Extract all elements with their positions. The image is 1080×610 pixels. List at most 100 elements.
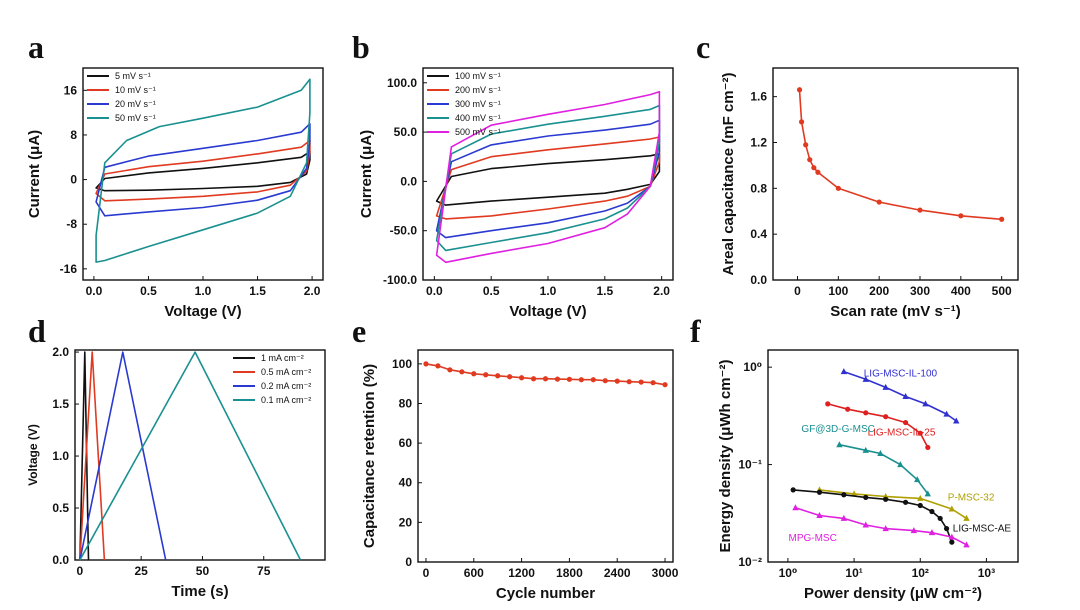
data-point <box>815 169 821 175</box>
data-point <box>626 379 632 385</box>
series-annotation: MPG-MSC <box>788 533 836 544</box>
data-point <box>928 529 936 536</box>
y-tick-label: 0.0 <box>52 553 69 567</box>
series-annotation: LIG-MSC-IL-25 <box>868 428 936 439</box>
y-tick-label: 50.0 <box>394 125 418 139</box>
panel-label-e: e <box>352 313 366 349</box>
y-axis-label: Areal capacitance (mF cm⁻²) <box>720 73 737 276</box>
data-point <box>963 541 970 548</box>
data-point <box>948 533 956 540</box>
data-point <box>850 490 858 497</box>
data-point <box>835 185 841 191</box>
data-point <box>862 521 869 528</box>
series-line-d-1 <box>79 351 106 561</box>
data-point <box>447 367 453 373</box>
x-tick-label: 0.5 <box>140 284 157 298</box>
data-point <box>876 199 882 205</box>
x-tick-label: 10¹ <box>845 566 862 580</box>
panel-c: c 0 100 200 300 400 500 0.0 0.4 0.8 1.2 1.6 Scan rat… <box>696 29 1019 320</box>
data-point <box>863 410 869 416</box>
data-point <box>518 375 525 381</box>
legend-entry: 400 mV s⁻¹ <box>455 113 501 123</box>
y-tick-label: -8 <box>66 217 77 231</box>
y-tick-label: 0.0 <box>750 273 767 287</box>
x-axis-label: Voltage (V) <box>509 303 586 320</box>
x-tick-label: 1.0 <box>195 284 212 298</box>
legend-entry: 0.1 mA cm⁻² <box>261 395 311 405</box>
data-point <box>925 444 931 451</box>
legend-entry: 300 mV s⁻¹ <box>455 99 501 109</box>
legend-entry: 1 mA cm⁻² <box>261 353 304 363</box>
x-tick-label: 0 <box>794 284 801 298</box>
data-point <box>816 489 823 495</box>
series-line-a-1 <box>95 139 311 202</box>
data-point <box>803 142 809 148</box>
data-point <box>958 213 964 219</box>
legend-entry: 20 mV s⁻¹ <box>115 99 156 109</box>
y-tick-label: 100 <box>392 357 412 371</box>
y-axis-label: Voltage (V) <box>26 424 40 486</box>
series-line-f-2 <box>839 443 929 495</box>
data-point <box>790 487 796 493</box>
x-axis-label: Voltage (V) <box>164 303 241 320</box>
x-tick-label: 500 <box>992 284 1012 298</box>
data-point <box>924 490 931 497</box>
y-tick-label: 20 <box>399 515 413 529</box>
y-tick-label: 0.8 <box>750 181 767 195</box>
series-line-b-1 <box>435 136 661 220</box>
data-point <box>883 414 889 420</box>
panel-b: b 0.0 0.5 1.0 1.5 2.0 -100.0 -50.0 0.0 50.0 100.0 V… <box>352 29 674 320</box>
data-point <box>883 496 889 502</box>
data-point <box>902 499 909 505</box>
series-annotation: LIG-MSC-IL-100 <box>864 369 938 380</box>
data-point <box>963 514 970 521</box>
data-point <box>841 492 847 498</box>
x-tick-label: 0.5 <box>483 284 500 298</box>
x-tick-label: 50 <box>196 564 210 578</box>
x-tick-label: 100 <box>828 284 848 298</box>
panel-label-b: b <box>352 29 370 65</box>
x-axis-label: Power density (μW cm⁻²) <box>804 585 982 602</box>
data-point <box>530 376 537 382</box>
y-tick-label: 40 <box>399 476 413 490</box>
panel-label-a: a <box>28 29 44 65</box>
series-line-b-3 <box>435 104 661 252</box>
x-axis-label: Time (s) <box>171 583 228 600</box>
plot-frame-d <box>74 349 326 561</box>
data-point <box>566 376 573 382</box>
series-annotation: LIG-MSC-AE <box>953 524 1012 535</box>
x-tick-label: 1200 <box>508 566 535 580</box>
y-tick-label: 80 <box>399 396 413 410</box>
y-tick-label: 0.4 <box>750 227 767 241</box>
data-point <box>578 377 584 383</box>
series-line-a-0 <box>95 150 311 192</box>
data-point <box>816 512 823 519</box>
data-point <box>917 502 923 509</box>
y-tick-label: 0.5 <box>52 501 69 515</box>
data-point <box>929 508 935 515</box>
legend-entry: 200 mV s⁻¹ <box>455 85 501 95</box>
y-axis-label: Capacitance retention (%) <box>361 364 378 548</box>
data-point <box>914 476 921 483</box>
panel-a: a 0.0 0.5 1.0 1.5 2.0 -16 -8 0 8 16 Voltage (V) Curr… <box>26 29 324 320</box>
series-annotation: P-MSC-32 <box>948 492 995 503</box>
x-tick-label: 3000 <box>652 566 679 580</box>
series-line-b-2 <box>435 119 661 239</box>
legend-entry: 10 mV s⁻¹ <box>115 85 156 95</box>
data-point <box>943 526 950 532</box>
x-tick-label: 400 <box>951 284 971 298</box>
x-tick-label: 75 <box>257 564 271 578</box>
data-point <box>999 216 1005 222</box>
y-tick-label: 10⁰ <box>743 360 762 374</box>
panel-e: e 0 600 1200 1800 2400 3000 0 20 40 60 80 100 Cycle n… <box>352 313 679 602</box>
y-tick-label: 8 <box>70 128 77 142</box>
series-line-d-0 <box>79 351 90 561</box>
y-tick-label: 1.5 <box>52 397 69 411</box>
data-point <box>917 494 924 501</box>
legend-entry: 50 mV s⁻¹ <box>115 113 156 123</box>
x-tick-label: 300 <box>910 284 930 298</box>
y-tick-label: 16 <box>64 83 78 97</box>
data-point <box>877 449 884 456</box>
x-tick-label: 0 <box>77 564 84 578</box>
